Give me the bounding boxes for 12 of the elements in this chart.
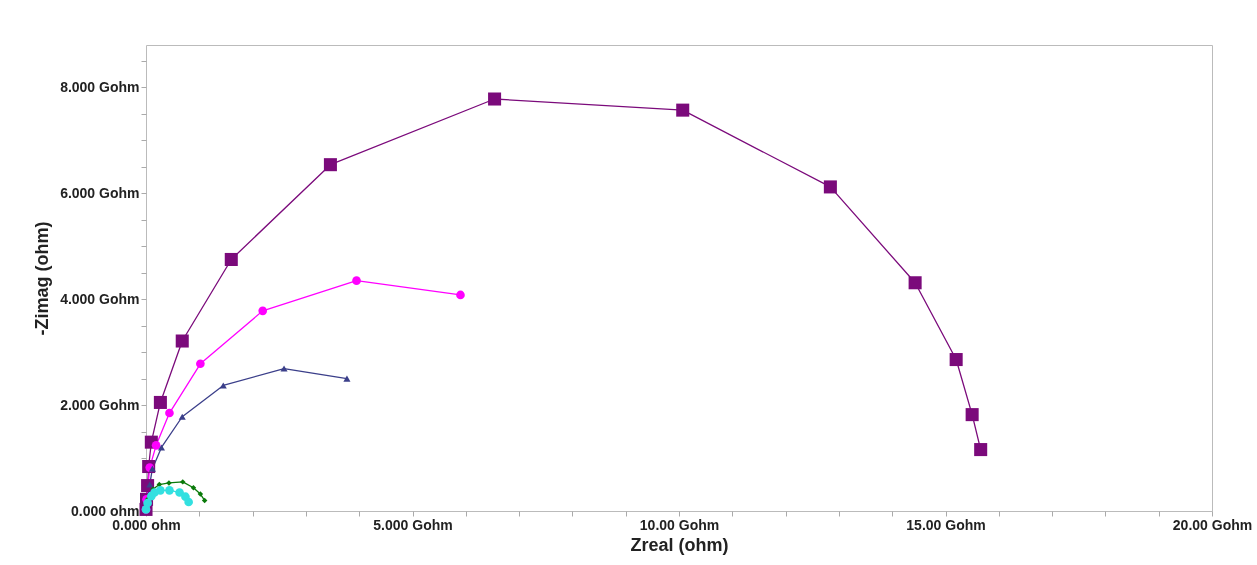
x-tick-label: 15.00 Gohm (906, 516, 986, 533)
x-tick-label: 5.000 Gohm (373, 516, 453, 533)
x-tick-label: 20.00 Gohm (1172, 516, 1253, 533)
y-tick-label: 8.000 Gohm (60, 78, 140, 95)
x-axis-title: Zreal (ohm) (630, 534, 729, 555)
y-tick-label: 0.000 ohm (71, 502, 140, 519)
y-tick-label: 4.000 Gohm (60, 290, 140, 307)
x-tick-label: 10.00 Gohm (639, 516, 720, 533)
y-axis-title: -Zimag (ohm) (32, 221, 53, 336)
y-tick-label: 2.000 Gohm (60, 396, 140, 413)
y-tick-label: 6.000 Gohm (60, 184, 140, 201)
x-tick-label: 0.000 ohm (112, 516, 181, 533)
